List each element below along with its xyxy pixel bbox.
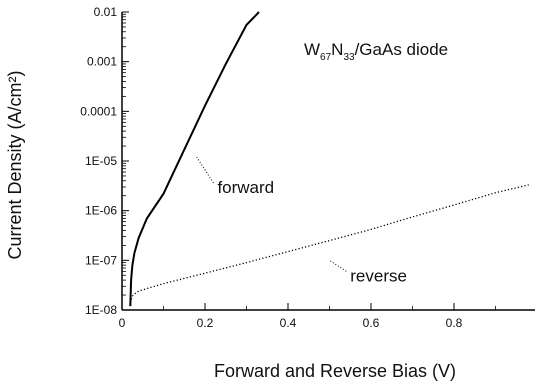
y-tick-label: 1E-06 bbox=[85, 204, 117, 218]
x-tick-label: 0.6 bbox=[363, 316, 380, 330]
x-tick-label: 0.8 bbox=[446, 316, 463, 330]
x-tick-label: 0.2 bbox=[197, 316, 214, 330]
y-tick-label: 0.0001 bbox=[80, 104, 117, 118]
x-tick-label: 0 bbox=[119, 316, 126, 330]
series-label-forward: forward bbox=[217, 178, 274, 197]
x-tick-label: 0.4 bbox=[280, 316, 297, 330]
annotations: forward reverse bbox=[196, 156, 407, 285]
series-pointer-forward bbox=[196, 156, 214, 184]
y-tick-label: 1E-08 bbox=[85, 303, 117, 317]
y-tick-label: 0.001 bbox=[87, 55, 117, 69]
ticks: 0.01 0.001 0.0001 1E-05 1E-06 1E-07 1E-080 0.2 0… bbox=[80, 5, 496, 330]
y-tick-label: 0.01 bbox=[94, 5, 118, 19]
series-layer bbox=[129, 11, 529, 307]
y-axis-title: Current Density (A/cm²) bbox=[5, 70, 25, 259]
y-tick-label: 1E-07 bbox=[85, 253, 117, 267]
x-axis-title: Forward and Reverse Bias (V) bbox=[214, 361, 456, 381]
series-pointer-reverse bbox=[329, 259, 347, 272]
series-label-reverse: reverse bbox=[350, 266, 407, 285]
series-reverse-line bbox=[129, 184, 529, 307]
y-tick-label: 1E-05 bbox=[85, 154, 117, 168]
series-forward-line bbox=[129, 11, 260, 307]
diode-annotation: W67N33/GaAs diode bbox=[304, 40, 448, 63]
